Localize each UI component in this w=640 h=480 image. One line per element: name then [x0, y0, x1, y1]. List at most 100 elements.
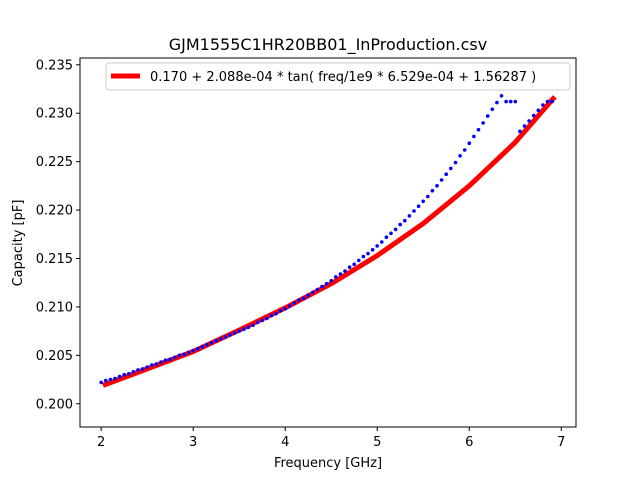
measured-point	[439, 178, 444, 182]
x-tick-label: 5	[373, 435, 381, 450]
measured-point	[357, 258, 361, 263]
measured-point	[366, 251, 370, 256]
measured-point	[186, 350, 191, 355]
measured-point	[265, 316, 269, 321]
y-axis-ticks: 0.200 0.205 0.210 0.215 0.220 0.225 0.230 0.235	[36, 58, 80, 412]
measured-point	[426, 194, 430, 199]
measured-point	[209, 340, 214, 345]
measured-point	[237, 329, 241, 333]
measured-point	[315, 287, 320, 292]
x-tick-label: 4	[281, 435, 289, 450]
fit-curve-layer	[102, 95, 557, 388]
measured-point	[283, 307, 288, 311]
axes-frame	[79, 57, 577, 428]
measured-point	[246, 325, 251, 330]
measured-point	[522, 124, 527, 128]
measured-point	[481, 121, 485, 125]
y-tick-label: 0.225	[36, 155, 73, 170]
measured-point	[490, 107, 495, 112]
measured-point	[467, 141, 472, 145]
measured-point	[338, 272, 343, 276]
measured-point	[324, 281, 329, 286]
measured-point	[453, 160, 458, 165]
x-axis-label: Frequency [GHz]	[274, 456, 382, 471]
measured-point	[421, 199, 426, 204]
measured-point	[228, 333, 232, 337]
measured-point	[150, 363, 154, 367]
y-tick-label: 0.220	[36, 204, 73, 219]
measured-point	[430, 188, 435, 193]
y-tick-label: 0.210	[36, 300, 73, 315]
measured-point	[278, 309, 283, 313]
measured-point	[536, 108, 541, 113]
measured-point	[182, 352, 186, 357]
measured-point	[255, 320, 260, 325]
measured-point	[352, 262, 357, 267]
measured-point	[472, 134, 476, 139]
measured-point	[485, 114, 490, 118]
measured-point	[499, 94, 504, 98]
measured-point	[223, 335, 228, 339]
measured-point	[518, 129, 522, 134]
measured-point	[347, 265, 352, 270]
measured-point	[531, 113, 536, 118]
y-axis-label: Capacity [pF]	[11, 200, 26, 287]
measured-point	[513, 99, 518, 104]
measured-point	[274, 311, 278, 316]
y-tick-label: 0.230	[36, 107, 73, 122]
measured-point	[449, 166, 453, 171]
measured-point	[297, 298, 301, 302]
measured-point	[177, 353, 182, 358]
plot-area	[79, 57, 577, 428]
measured-point	[269, 313, 274, 318]
measured-point	[136, 368, 140, 372]
measured-point	[104, 378, 108, 383]
measured-point	[403, 218, 407, 223]
y-tick-label: 0.205	[36, 349, 73, 364]
measured-point	[311, 290, 315, 295]
y-tick-label: 0.215	[36, 252, 73, 267]
measured-point	[163, 358, 168, 363]
measured-point	[301, 296, 306, 301]
measured-point	[214, 339, 218, 343]
measured-point	[343, 269, 347, 273]
measured-point	[462, 148, 467, 152]
measured-point	[393, 227, 398, 232]
fit-line	[102, 95, 557, 388]
measured-point	[205, 342, 209, 347]
chart-title: GJM1555C1HR20BB01_InProduction.csv	[169, 35, 487, 55]
x-tick-label: 2	[97, 435, 105, 450]
measured-point	[99, 380, 103, 385]
measured-point	[251, 323, 255, 328]
measured-point	[370, 248, 375, 252]
measured-point	[444, 172, 449, 176]
y-tick-label: 0.200	[36, 397, 73, 412]
measured-point	[380, 240, 384, 244]
measured-point	[527, 119, 531, 123]
x-tick-label: 3	[189, 435, 197, 450]
measured-point	[196, 346, 200, 351]
measured-point	[361, 254, 366, 259]
measured-point	[288, 304, 292, 308]
measured-point	[200, 344, 205, 349]
measured-point	[435, 184, 439, 188]
measured-point	[389, 231, 393, 236]
measured-point	[458, 154, 462, 158]
legend-box	[105, 62, 571, 91]
measured-point	[154, 362, 159, 366]
measured-point	[108, 377, 113, 382]
measured-point	[320, 284, 324, 289]
measured-point	[412, 209, 416, 213]
measured-points-layer	[99, 94, 554, 385]
legend: 0.170 + 2.088e-04 * tan( freq/1e9 * 6.52…	[105, 62, 571, 91]
measured-point	[384, 235, 389, 239]
measured-point	[292, 301, 297, 305]
x-tick-label: 6	[465, 435, 473, 450]
measured-point	[242, 327, 246, 332]
measured-point	[113, 376, 117, 381]
measured-point	[550, 99, 554, 104]
measured-point	[545, 99, 550, 104]
measured-point	[329, 279, 334, 283]
measured-point	[173, 355, 177, 360]
measured-point	[232, 331, 237, 335]
